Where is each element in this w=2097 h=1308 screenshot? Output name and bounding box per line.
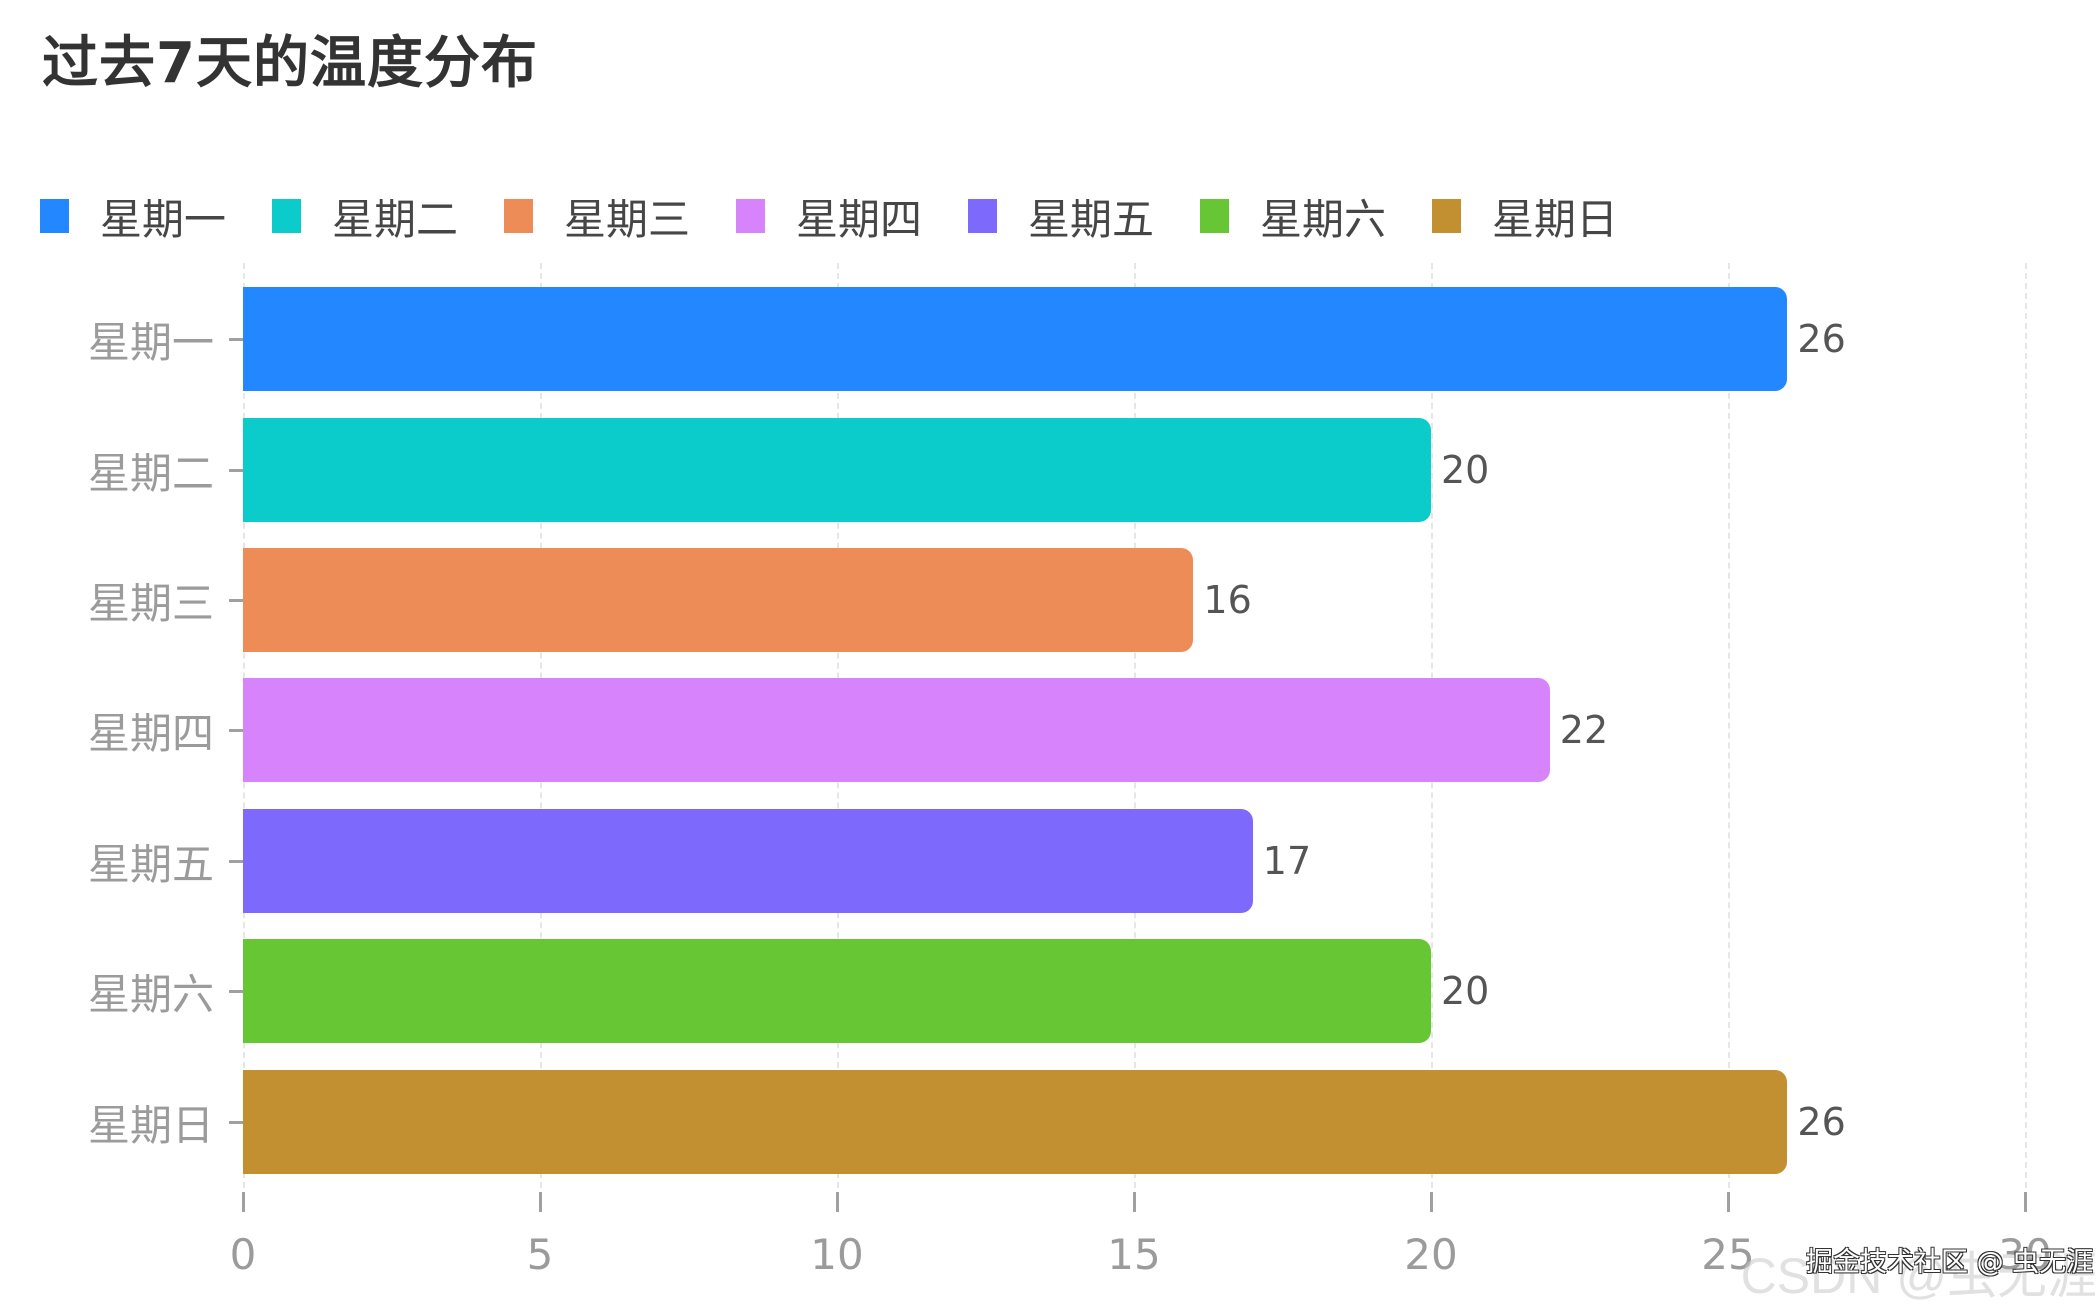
legend-label: 星期四 — [796, 194, 923, 244]
bar-value-label: 22 — [1559, 708, 1609, 752]
legend-item-saturday[interactable]: 星期六 — [1200, 190, 1386, 244]
gridline — [1728, 263, 1730, 1188]
x-axis-label: 20 — [1404, 1230, 1458, 1279]
legend-label: 星期五 — [1028, 194, 1155, 244]
x-axis-label: 10 — [810, 1230, 864, 1279]
bar-value-label: 20 — [1441, 969, 1490, 1013]
y-axis-label: 星期一 — [87, 317, 214, 367]
legend-swatch-icon — [40, 199, 69, 233]
bar-sunday[interactable] — [243, 1070, 1788, 1174]
x-axis-label: 25 — [1701, 1230, 1755, 1279]
watermark-juejin: 掘金技术社区 @ 虫无涯 — [1806, 1247, 2094, 1278]
bar-value-label: 16 — [1203, 578, 1252, 622]
bar-value-label: 20 — [1441, 448, 1490, 492]
x-axis-label: 0 — [229, 1230, 257, 1279]
y-axis-tick — [229, 729, 243, 732]
legend-label: 星期日 — [1492, 194, 1619, 244]
x-axis-label: 15 — [1107, 1230, 1161, 1279]
y-axis-tick — [229, 860, 243, 863]
legend-item-sunday[interactable]: 星期日 — [1432, 190, 1618, 244]
bar-monday[interactable] — [243, 287, 1788, 391]
y-axis-label: 星期二 — [87, 448, 214, 498]
x-axis-label: 5 — [526, 1230, 554, 1279]
x-axis-tick — [242, 1192, 245, 1212]
y-axis-label: 星期三 — [87, 578, 214, 628]
legend-swatch-icon — [968, 199, 997, 233]
bar-saturday[interactable] — [243, 939, 1431, 1043]
bar-wednesday[interactable] — [243, 548, 1194, 652]
y-axis-label: 星期六 — [87, 969, 214, 1019]
y-axis-tick — [229, 599, 243, 602]
legend-swatch-icon — [736, 199, 765, 233]
bar-value-label: 26 — [1797, 1100, 1846, 1144]
legend-label: 星期二 — [332, 194, 459, 244]
legend-item-friday[interactable]: 星期五 — [968, 190, 1154, 244]
watermark-csdn: CSDN @虫无涯 — [1740, 1248, 2097, 1304]
legend-swatch-icon — [1200, 199, 1229, 233]
x-axis-tick — [2024, 1192, 2027, 1212]
legend-item-thursday[interactable]: 星期四 — [736, 190, 922, 244]
bar-friday[interactable] — [243, 809, 1253, 913]
bar-tuesday[interactable] — [243, 418, 1431, 522]
y-axis-label: 星期五 — [87, 839, 214, 889]
bar-value-label: 26 — [1797, 317, 1846, 361]
y-axis-tick — [229, 1121, 243, 1124]
x-axis-label: 30 — [1998, 1230, 2052, 1279]
y-axis-label: 星期日 — [87, 1100, 214, 1150]
legend-label: 星期六 — [1260, 194, 1387, 244]
gridline — [2025, 263, 2027, 1188]
legend-item-tuesday[interactable]: 星期二 — [272, 190, 458, 244]
legend-label: 星期三 — [564, 194, 691, 244]
legend-swatch-icon — [1432, 199, 1461, 233]
legend-item-wednesday[interactable]: 星期三 — [504, 190, 690, 244]
bar-value-label: 17 — [1262, 839, 1312, 883]
x-axis-tick — [1430, 1192, 1433, 1212]
y-axis-tick — [229, 469, 243, 472]
y-axis-tick — [229, 990, 243, 993]
legend-label: 星期一 — [100, 194, 227, 244]
chart-title: 过去7天的温度分布 — [42, 31, 538, 96]
x-axis-tick — [1727, 1192, 1730, 1212]
legend-swatch-icon — [504, 199, 533, 233]
legend-swatch-icon — [272, 199, 301, 233]
y-axis-label: 星期四 — [87, 708, 214, 758]
x-axis-tick — [1133, 1192, 1136, 1212]
bar-thursday[interactable] — [243, 678, 1550, 782]
y-axis-tick — [229, 338, 243, 341]
x-axis-tick — [836, 1192, 839, 1212]
legend-item-monday[interactable]: 星期一 — [40, 190, 226, 244]
x-axis-tick — [539, 1192, 542, 1212]
